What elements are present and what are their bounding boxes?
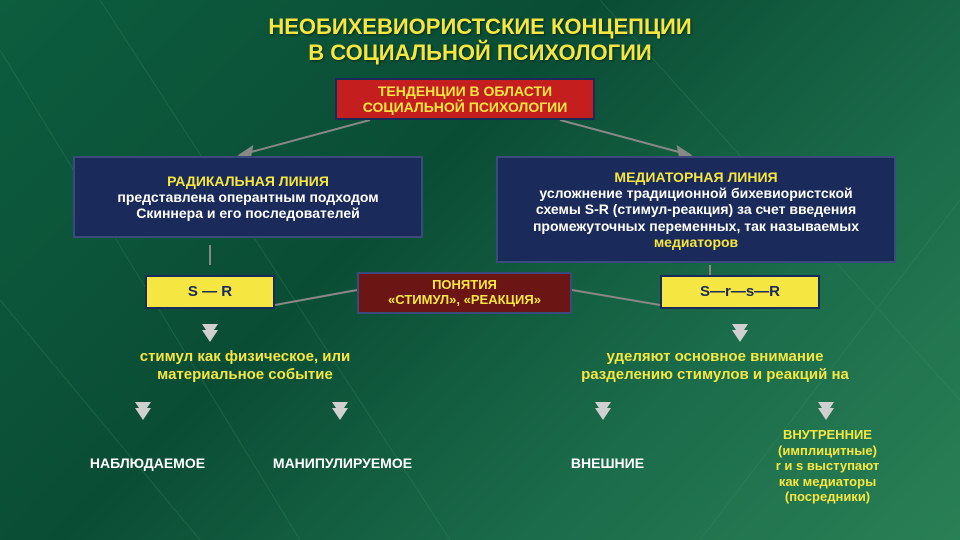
mediator-title: МЕДИАТОРНАЯ ЛИНИЯ xyxy=(614,169,777,185)
left-float-1: стимул как физическое, или xyxy=(140,348,351,365)
srsr-formula-box: S—r—s—R xyxy=(660,275,820,309)
top-red-line-2: СОЦИАЛЬНОЙ ПСИХОЛОГИИ xyxy=(363,99,568,115)
top-red-line-1: ТЕНДЕНЦИИ В ОБЛАСТИ xyxy=(378,83,552,99)
concepts-box: ПОНЯТИЯ «СТИМУЛ», «РЕАКЦИЯ» xyxy=(357,272,572,314)
radical-line-box: РАДИКАЛЬНАЯ ЛИНИЯ представлена оперантны… xyxy=(73,156,423,238)
mediator-desc-2: схемы S-R (стимул-реакция) за счет введе… xyxy=(536,201,856,217)
observable-label: НАБЛЮДАЕМОЕ xyxy=(60,455,235,472)
arrow-down-icon xyxy=(818,408,834,420)
attention-division-text: уделяют основное внимание разделению сти… xyxy=(530,348,900,384)
sr-formula-text: S — R xyxy=(188,283,232,300)
internal-line-1: ВНУТРЕННИЕ xyxy=(783,427,872,442)
arrow-down-icon xyxy=(732,330,748,342)
left-float-2: материальное событие xyxy=(157,366,333,383)
arrow-down-icon xyxy=(595,408,611,420)
top-tendencies-box: ТЕНДЕНЦИИ В ОБЛАСТИ СОЦИАЛЬНОЙ ПСИХОЛОГИ… xyxy=(335,78,595,120)
concepts-line-2: «СТИМУЛ», «РЕАКЦИЯ» xyxy=(388,293,541,308)
title-line-2: В СОЦИАЛЬНОЙ ПСИХОЛОГИИ xyxy=(308,40,652,65)
arrow-down-icon xyxy=(202,330,218,342)
radical-desc-1: представлена оперантным подходом xyxy=(117,189,378,205)
srsr-formula-text: S—r—s—R xyxy=(700,283,780,300)
concepts-line-1: ПОНЯТИЯ xyxy=(432,278,497,293)
arrow-down-icon xyxy=(332,408,348,420)
mediator-line-box: МЕДИАТОРНАЯ ЛИНИЯ усложнение традиционно… xyxy=(496,156,896,263)
mediator-desc-1: усложнение традиционной бихевиористской xyxy=(539,185,852,201)
mediator-desc-4: медиаторов xyxy=(654,234,738,250)
right-float-1: уделяют основное внимание xyxy=(607,348,824,365)
internal-line-3: r и s выступают xyxy=(776,458,880,473)
internal-block: ВНУТРЕННИЕ (имплицитные) r и s выступают… xyxy=(740,427,915,505)
manipulable-label: МАНИПУЛИРУЕМОЕ xyxy=(255,455,430,472)
main-title: НЕОБИХЕВИОРИСТСКИЕ КОНЦЕПЦИИ В СОЦИАЛЬНО… xyxy=(0,0,960,67)
external-label: ВНЕШНИЕ xyxy=(520,455,695,472)
right-float-2: разделению стимулов и реакций на xyxy=(581,366,849,383)
mediator-desc-3: промежуточных переменных, так называемых xyxy=(533,218,859,234)
radical-title: РАДИКАЛЬНАЯ ЛИНИЯ xyxy=(167,173,329,189)
sr-formula-box: S — R xyxy=(145,275,275,309)
internal-line-2: (имплицитные) xyxy=(778,443,877,458)
stimulus-physical-text: стимул как физическое, или материальное … xyxy=(95,348,395,384)
title-line-1: НЕОБИХЕВИОРИСТСКИЕ КОНЦЕПЦИИ xyxy=(268,14,691,39)
arrow-down-icon xyxy=(135,408,151,420)
radical-desc-2: Скиннера и его последователей xyxy=(136,205,360,221)
internal-line-5: (посредники) xyxy=(785,489,870,504)
internal-line-4: как медиаторы xyxy=(779,474,876,489)
